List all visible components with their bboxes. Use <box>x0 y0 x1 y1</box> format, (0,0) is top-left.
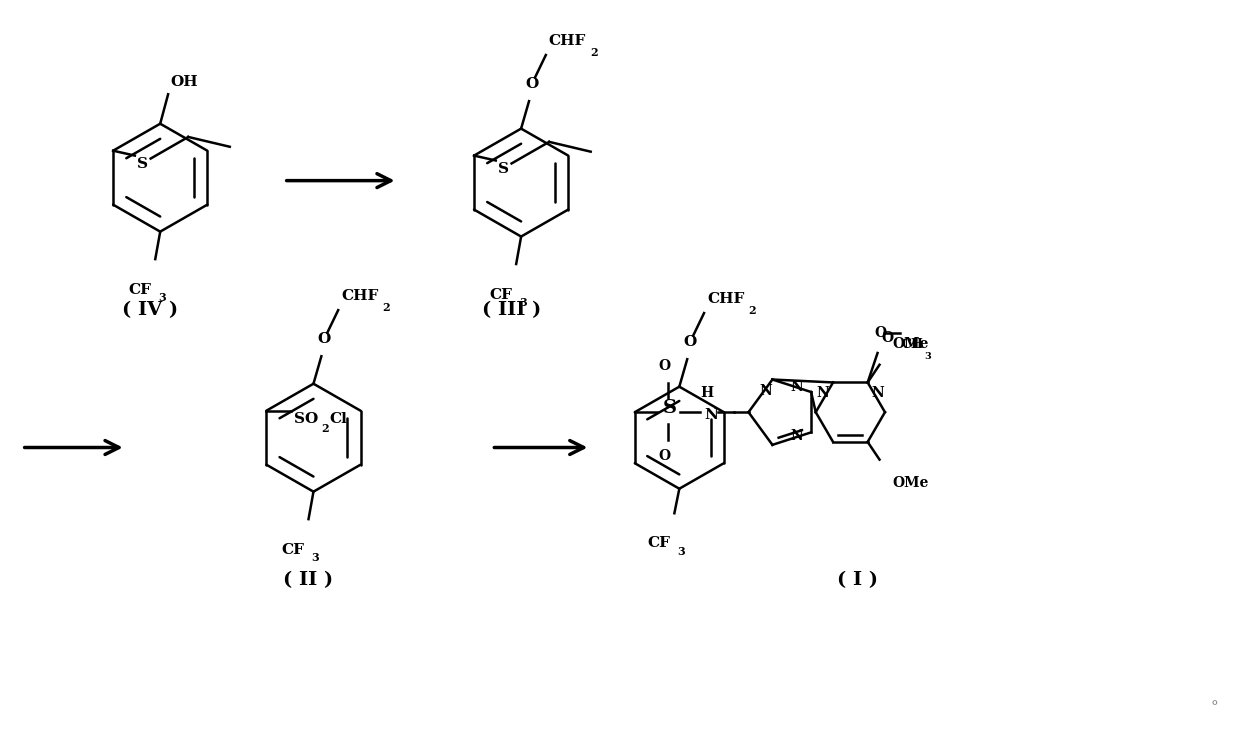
Text: 3: 3 <box>159 293 166 304</box>
Text: SO: SO <box>294 412 318 426</box>
Text: N: N <box>790 380 803 394</box>
Text: O: O <box>658 449 670 463</box>
Text: OMe: OMe <box>892 476 928 490</box>
Text: ( I ): ( I ) <box>836 571 877 589</box>
Text: N: N <box>704 408 717 422</box>
Text: ( III ): ( III ) <box>482 301 541 319</box>
Text: O: O <box>683 336 696 350</box>
Text: OH: OH <box>170 75 198 89</box>
Text: °: ° <box>1211 701 1218 715</box>
Text: OMe: OMe <box>892 337 928 351</box>
Text: S: S <box>136 157 147 171</box>
Text: O: O <box>658 359 670 373</box>
Text: ( IV ): ( IV ) <box>123 301 178 319</box>
Text: N: N <box>760 384 772 398</box>
Text: CF: CF <box>281 542 305 556</box>
Text: 3: 3 <box>519 297 527 308</box>
Text: N: N <box>872 386 885 400</box>
Text: N: N <box>817 386 829 400</box>
Text: Cl: Cl <box>330 412 347 426</box>
Text: 3: 3 <box>311 553 320 564</box>
Text: O: O <box>525 78 538 92</box>
Text: CHF: CHF <box>341 289 379 303</box>
Text: 2: 2 <box>322 423 330 434</box>
Text: H: H <box>700 386 714 401</box>
Text: O: O <box>882 332 895 345</box>
Text: CHF: CHF <box>549 34 586 48</box>
Text: 3: 3 <box>924 353 932 361</box>
Text: S: S <box>663 399 676 418</box>
Text: ( II ): ( II ) <box>284 571 333 589</box>
Text: O: O <box>317 333 331 347</box>
Text: CF: CF <box>648 536 670 550</box>
Text: 2: 2 <box>748 305 756 316</box>
Text: CHF: CHF <box>707 292 745 306</box>
Text: 2: 2 <box>590 47 598 58</box>
Text: CF: CF <box>489 287 513 302</box>
Text: O: O <box>875 326 887 340</box>
Text: 2: 2 <box>383 302 390 313</box>
Text: CH: CH <box>902 338 923 351</box>
Text: 3: 3 <box>678 545 685 556</box>
Text: CF: CF <box>129 282 151 296</box>
Text: N: N <box>790 429 803 443</box>
Text: S: S <box>498 163 509 177</box>
